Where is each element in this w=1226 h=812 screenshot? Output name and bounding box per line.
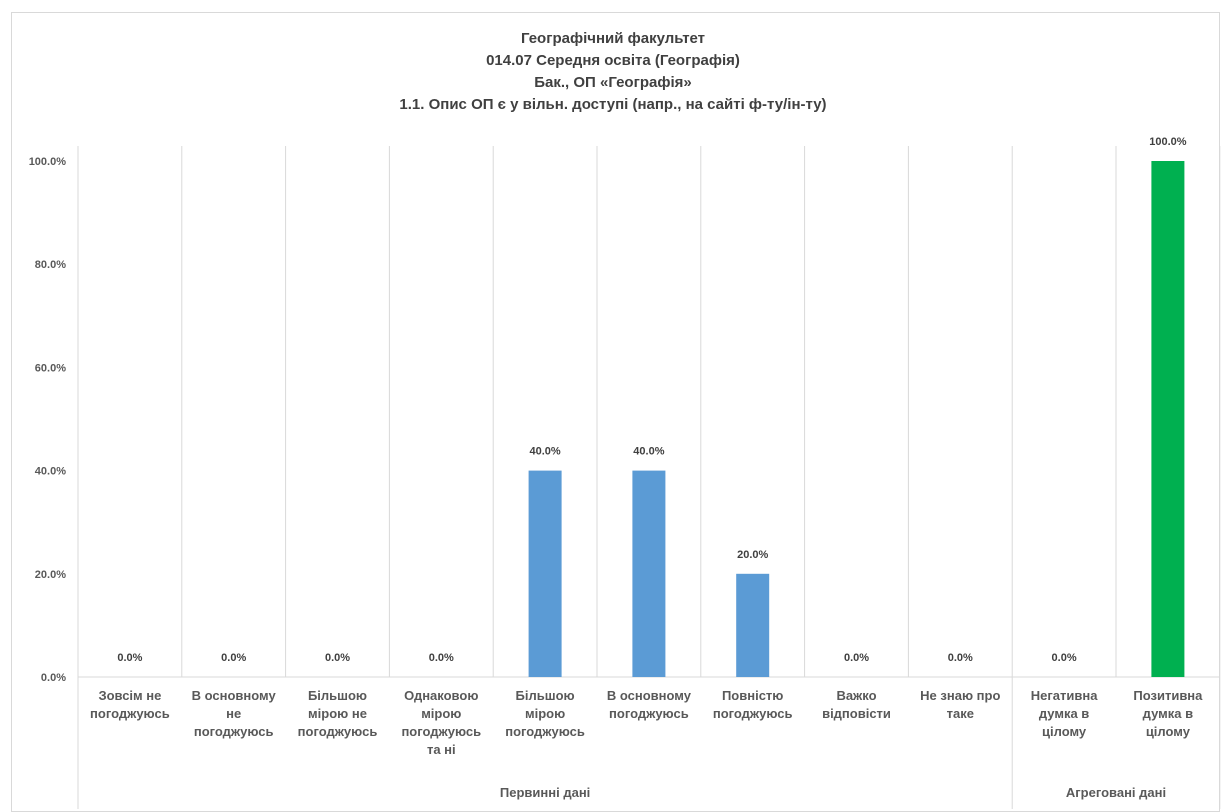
category-label-line: мірою <box>421 706 462 721</box>
category-label: Важко відповісти <box>805 687 909 723</box>
category-label: Негативна думка в цілому <box>1012 687 1116 741</box>
data-label: 100.0% <box>1149 136 1187 148</box>
category-label: В основному не погоджуюсь <box>182 687 286 741</box>
y-tick-label: 0.0% <box>41 672 66 684</box>
category-label: Позитивна думка в цілому <box>1116 687 1220 741</box>
category-label-line: погоджуюсь <box>401 724 482 739</box>
category-label: Однаковою мірою погоджуюсь та ні <box>389 687 493 759</box>
category-label-line: цілому <box>1145 724 1190 739</box>
chart-subtitle-3: 1.1. Опис ОП є у вільн. доступі (напр., … <box>399 96 827 113</box>
category-label-line: мірою не <box>308 706 367 721</box>
category-label: Зовсім не погоджуюсь <box>78 687 182 723</box>
chart-subtitle-2: Бак., ОП «Географія» <box>534 74 692 91</box>
bar <box>1151 161 1185 677</box>
y-tick-label: 20.0% <box>35 569 66 581</box>
category-label-line: Повністю <box>721 688 784 703</box>
category-label-line: Більшою <box>515 688 575 703</box>
data-label: 40.0% <box>529 446 560 458</box>
category-label-line: В основному <box>606 688 691 703</box>
category-label-line: думка в <box>1038 706 1090 721</box>
category-label-line: Зовсім не <box>98 688 162 703</box>
bar <box>528 470 562 677</box>
y-tick-label: 60.0% <box>35 362 66 374</box>
category-label-line: цілому <box>1042 724 1087 739</box>
category-label-line: мірою <box>524 706 566 721</box>
category-label: Більшою мірою погоджуюсь <box>493 687 597 741</box>
y-tick-label: 40.0% <box>35 466 66 478</box>
category-label-line: Не знаю про <box>920 688 1001 703</box>
bar <box>632 470 666 677</box>
data-label: 0.0% <box>117 652 142 664</box>
data-label: 0.0% <box>325 652 350 664</box>
category-label-line: не <box>226 706 242 721</box>
category-label-line: таке <box>946 706 974 721</box>
category-label-line: відповісти <box>822 706 891 721</box>
category-label-line: Важко <box>836 688 877 703</box>
category-group-label: Агреговані дані <box>1065 785 1167 800</box>
chart-title: Географічний факультет <box>520 30 706 47</box>
category-label-line: Негативна <box>1030 688 1098 703</box>
category-label-line: думка в <box>1142 706 1194 721</box>
category-label-line: Більшою <box>307 688 368 703</box>
chart-title-block: Географічний факультет 014.07 Середня ос… <box>0 28 1226 116</box>
y-tick-label: 80.0% <box>35 259 66 271</box>
category-label-line: та ні <box>426 742 456 757</box>
category-label: Більшою мірою не погоджуюсь <box>286 687 390 741</box>
category-label-line: В основному <box>191 688 276 703</box>
category-label-line: погоджуюсь <box>297 724 378 739</box>
y-tick-label: 100.0% <box>29 156 67 168</box>
data-label: 0.0% <box>948 652 973 664</box>
category-label-line: погоджуюсь <box>505 724 585 739</box>
category-group-label: Первинні дані <box>499 785 591 800</box>
category-label-line: Позитивна <box>1133 688 1203 703</box>
category-label-line: Однаковою <box>404 688 479 703</box>
category-label: Повністю погоджуюсь <box>701 687 805 723</box>
data-label: 40.0% <box>633 446 664 458</box>
bar <box>736 573 770 677</box>
data-label: 0.0% <box>844 652 869 664</box>
category-label-line: погоджуюсь <box>193 724 274 739</box>
data-label: 20.0% <box>737 549 768 561</box>
data-label: 0.0% <box>221 652 246 664</box>
data-label: 0.0% <box>1052 652 1077 664</box>
chart-subtitle-1: 014.07 Середня освіта (Географія) <box>486 52 740 69</box>
category-label-line: погоджуюсь <box>712 706 793 721</box>
category-label-line: погоджуюсь <box>609 706 689 721</box>
category-label: Не знаю про таке <box>908 687 1012 723</box>
category-label: В основному погоджуюсь <box>597 687 701 723</box>
data-label: 0.0% <box>429 652 454 664</box>
category-label-line: погоджуюсь <box>90 706 170 721</box>
